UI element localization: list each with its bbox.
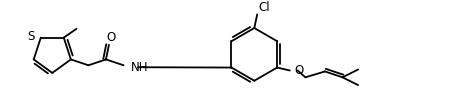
Text: O: O — [294, 64, 303, 77]
Text: O: O — [106, 31, 115, 44]
Text: NH: NH — [131, 61, 148, 74]
Text: Cl: Cl — [258, 1, 269, 14]
Text: S: S — [28, 30, 35, 43]
